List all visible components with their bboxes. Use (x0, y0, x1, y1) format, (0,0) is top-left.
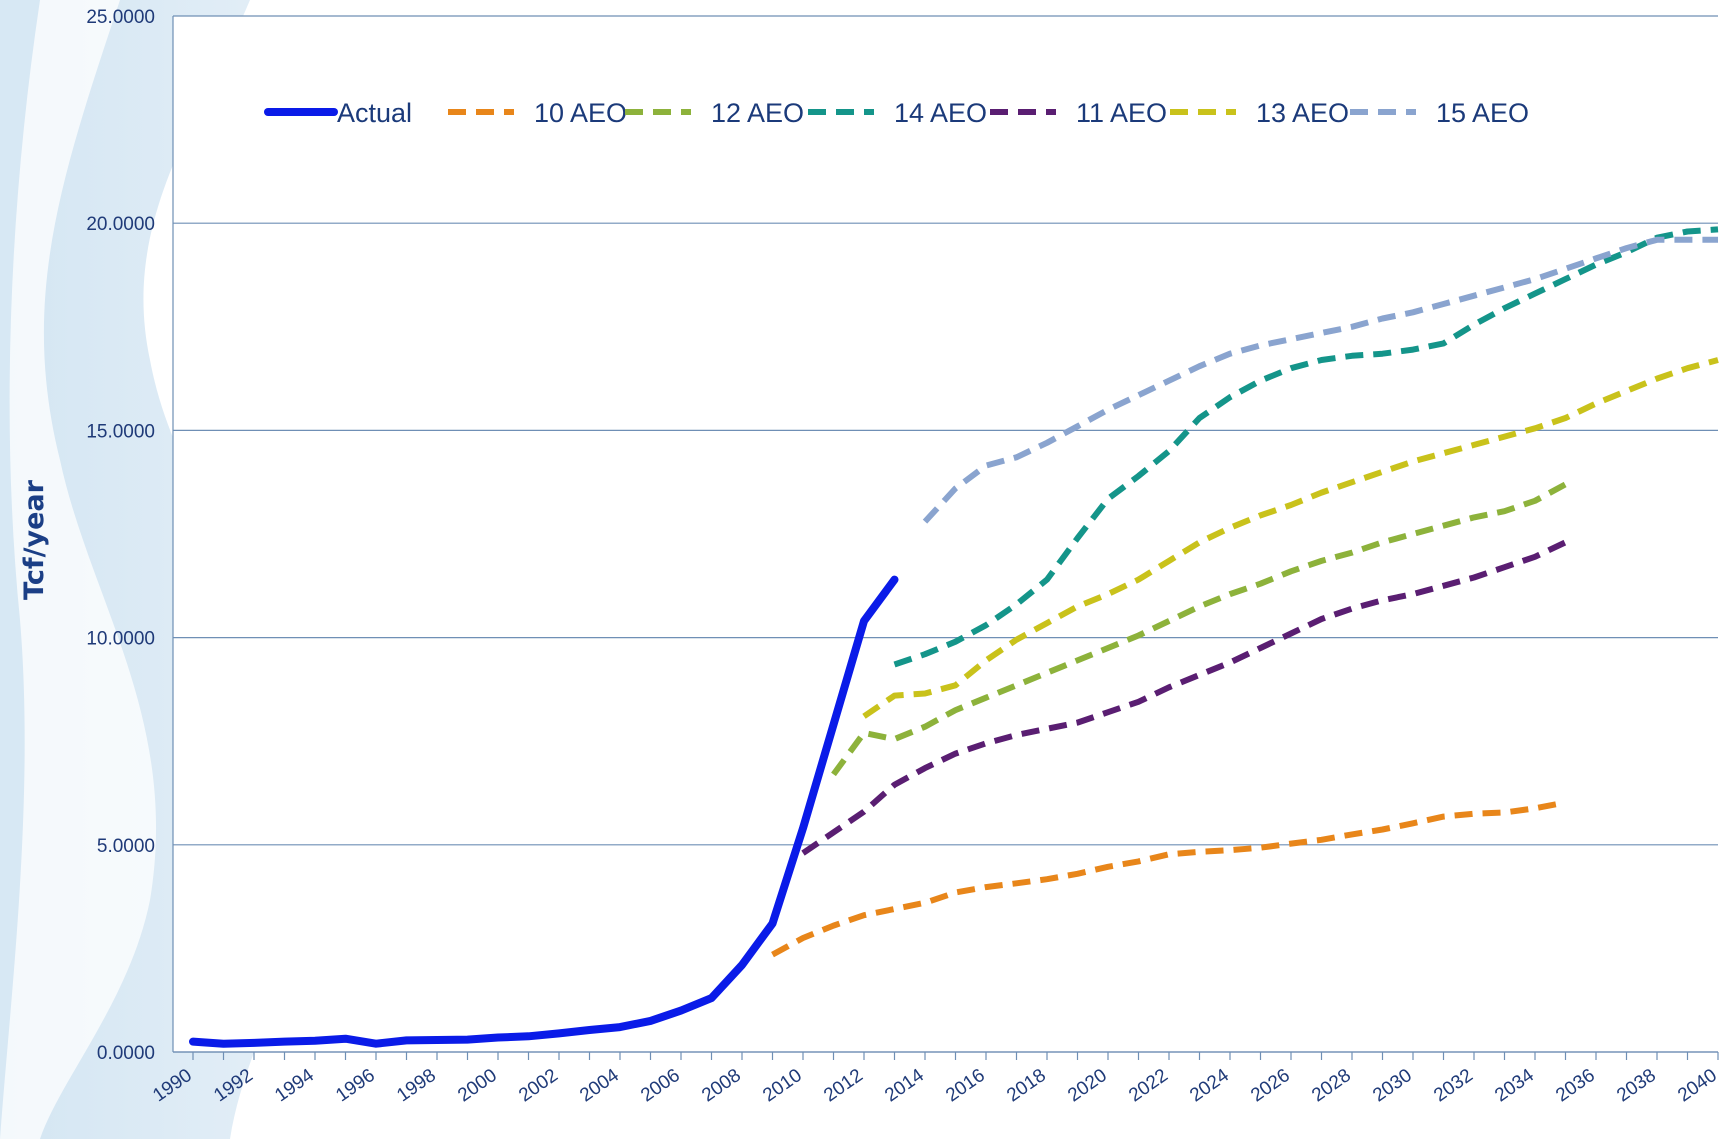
x-tick-label: 2020 (1064, 1065, 1111, 1106)
x-tick-labels: 1990 1992 1994 1996 1998 2000 2002 2004 2006 2008… (149, 1065, 1721, 1107)
x-tick-label: 2028 (1308, 1065, 1355, 1106)
y-tick-label: 10.0000 (86, 629, 155, 650)
x-tick-label: 1996 (332, 1065, 379, 1106)
legend-label: 11 AEO (1076, 98, 1167, 128)
y-tick-label: 5.0000 (97, 836, 155, 857)
legend-label: 10 AEO (534, 98, 627, 128)
x-tick-label: 2026 (1247, 1065, 1294, 1106)
x-tick-label: 2038 (1613, 1065, 1660, 1106)
x-tick-label: 2002 (515, 1065, 562, 1106)
axes (172, 16, 1719, 1060)
x-tick-label: 2036 (1552, 1065, 1599, 1106)
x-tick-label: 2024 (1186, 1065, 1233, 1107)
y-tick-labels: 0.0000 5.0000 10.0000 15.0000 20.0000 25.0000 (86, 7, 155, 1064)
x-tick-label: 2010 (759, 1065, 806, 1106)
x-tick-label: 2016 (942, 1065, 989, 1106)
y-tick-label: 20.0000 (86, 214, 155, 235)
x-tick-label: 2004 (576, 1065, 623, 1107)
legend-label: 14 AEO (894, 98, 987, 128)
x-tick-label: 1994 (271, 1065, 318, 1107)
series-line-14-aeo (893, 226, 1719, 668)
series-group (189, 226, 1719, 1048)
x-tick-label: 2030 (1369, 1065, 1416, 1106)
y-tick-label: 0.0000 (97, 1043, 155, 1064)
x-tick-label: 2022 (1125, 1065, 1172, 1106)
x-tick-label: 2006 (637, 1065, 684, 1106)
x-tick-label: 2012 (820, 1065, 867, 1106)
x-tick-label: 1998 (393, 1065, 440, 1106)
x-tick-label: 2040 (1674, 1065, 1721, 1106)
x-tick-label: 2018 (1003, 1065, 1050, 1106)
series-line-11-aeo (801, 539, 1567, 856)
x-tick-label: 2032 (1430, 1065, 1477, 1106)
legend-label: Actual (337, 98, 412, 128)
legend: Actual 10 AEO 12 AEO 14 AEO 11 AEO 13 AEO 15 A… (264, 98, 1529, 128)
series-line-10-aeo (771, 799, 1567, 958)
plot-area (173, 16, 1718, 1052)
x-tick-label: 2008 (698, 1065, 745, 1106)
y-tick-label: 15.0000 (86, 421, 155, 442)
y-axis-label: Tcf/year (19, 479, 50, 600)
series-line-12-aeo (831, 481, 1567, 777)
legend-label: 15 AEO (1436, 98, 1529, 128)
series-line-13-aeo (862, 357, 1719, 719)
legend-label: 12 AEO (711, 98, 804, 128)
x-tick-label: 2014 (881, 1065, 928, 1107)
x-tick-label: 2000 (454, 1065, 501, 1106)
x-tick-label: 2034 (1491, 1065, 1538, 1107)
y-tick-label: 25.0000 (86, 7, 155, 28)
legend-label: 13 AEO (1256, 98, 1349, 128)
series-line-actual (189, 575, 899, 1048)
